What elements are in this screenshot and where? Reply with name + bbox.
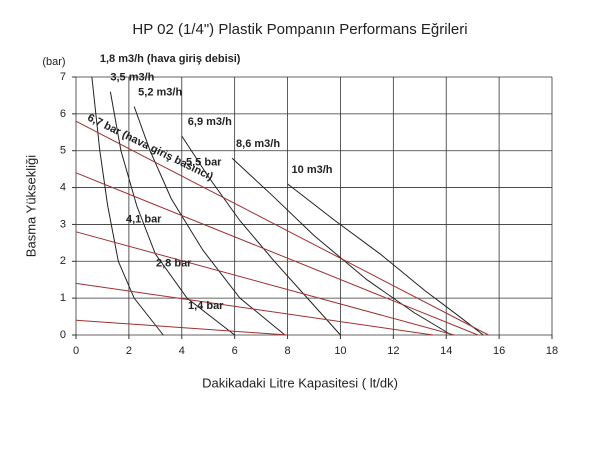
- y-tick-label: 5: [60, 145, 66, 157]
- curve-label: 2,8 bar: [156, 257, 192, 269]
- y-tick-label: 1: [60, 292, 66, 304]
- x-tick-label: 16: [493, 345, 505, 357]
- x-tick-label: 8: [284, 345, 290, 357]
- curve: [91, 76, 164, 336]
- y-tick-label: 6: [60, 108, 66, 120]
- y-tick-label: 4: [60, 181, 66, 193]
- y-unit-label: (bar): [42, 56, 65, 68]
- y-axis-label: Basma Yüksekliği: [23, 155, 38, 257]
- chart-title: HP 02 (1/4") Plastik Pompanın Performans…: [132, 21, 467, 38]
- x-tick-label: 2: [126, 345, 132, 357]
- curve: [75, 231, 455, 336]
- x-tick-label: 10: [334, 345, 346, 357]
- y-tick-label: 2: [60, 255, 66, 267]
- curve: [75, 120, 489, 336]
- curve-label: 5,2 m3/h: [138, 86, 182, 98]
- curve-label: 8,6 m3/h: [236, 138, 280, 150]
- curve: [181, 135, 341, 336]
- curve-label: 1,8 m3/h (hava giriş debisi): [100, 53, 241, 65]
- curve-label: 5,5 bar: [186, 157, 222, 169]
- x-tick-label: 18: [546, 345, 558, 357]
- curve: [75, 282, 434, 336]
- x-tick-label: 12: [387, 345, 399, 357]
- x-tick-label: 4: [179, 345, 185, 357]
- curve-label: 4,1 bar: [126, 214, 162, 226]
- curve-label: 10 m3/h: [292, 164, 333, 176]
- x-tick-label: 6: [232, 345, 238, 357]
- curve-label: 6,9 m3/h: [188, 116, 232, 128]
- x-tick-label: 14: [440, 345, 452, 357]
- y-tick-label: 7: [60, 71, 66, 83]
- curve-label: 3,5 m3/h: [110, 72, 154, 84]
- curve-label: 1,4 bar: [188, 300, 224, 312]
- curve: [75, 319, 288, 336]
- y-tick-label: 0: [60, 329, 66, 341]
- curve: [109, 91, 235, 336]
- curve: [75, 172, 479, 336]
- curve: [231, 157, 452, 336]
- x-axis-label: Dakikadaki Litre Kapasitesi ( lt/dk): [202, 375, 398, 390]
- y-tick-label: 3: [60, 218, 66, 230]
- curve: [133, 106, 286, 336]
- x-tick-label: 0: [73, 345, 79, 357]
- curve: [287, 183, 484, 336]
